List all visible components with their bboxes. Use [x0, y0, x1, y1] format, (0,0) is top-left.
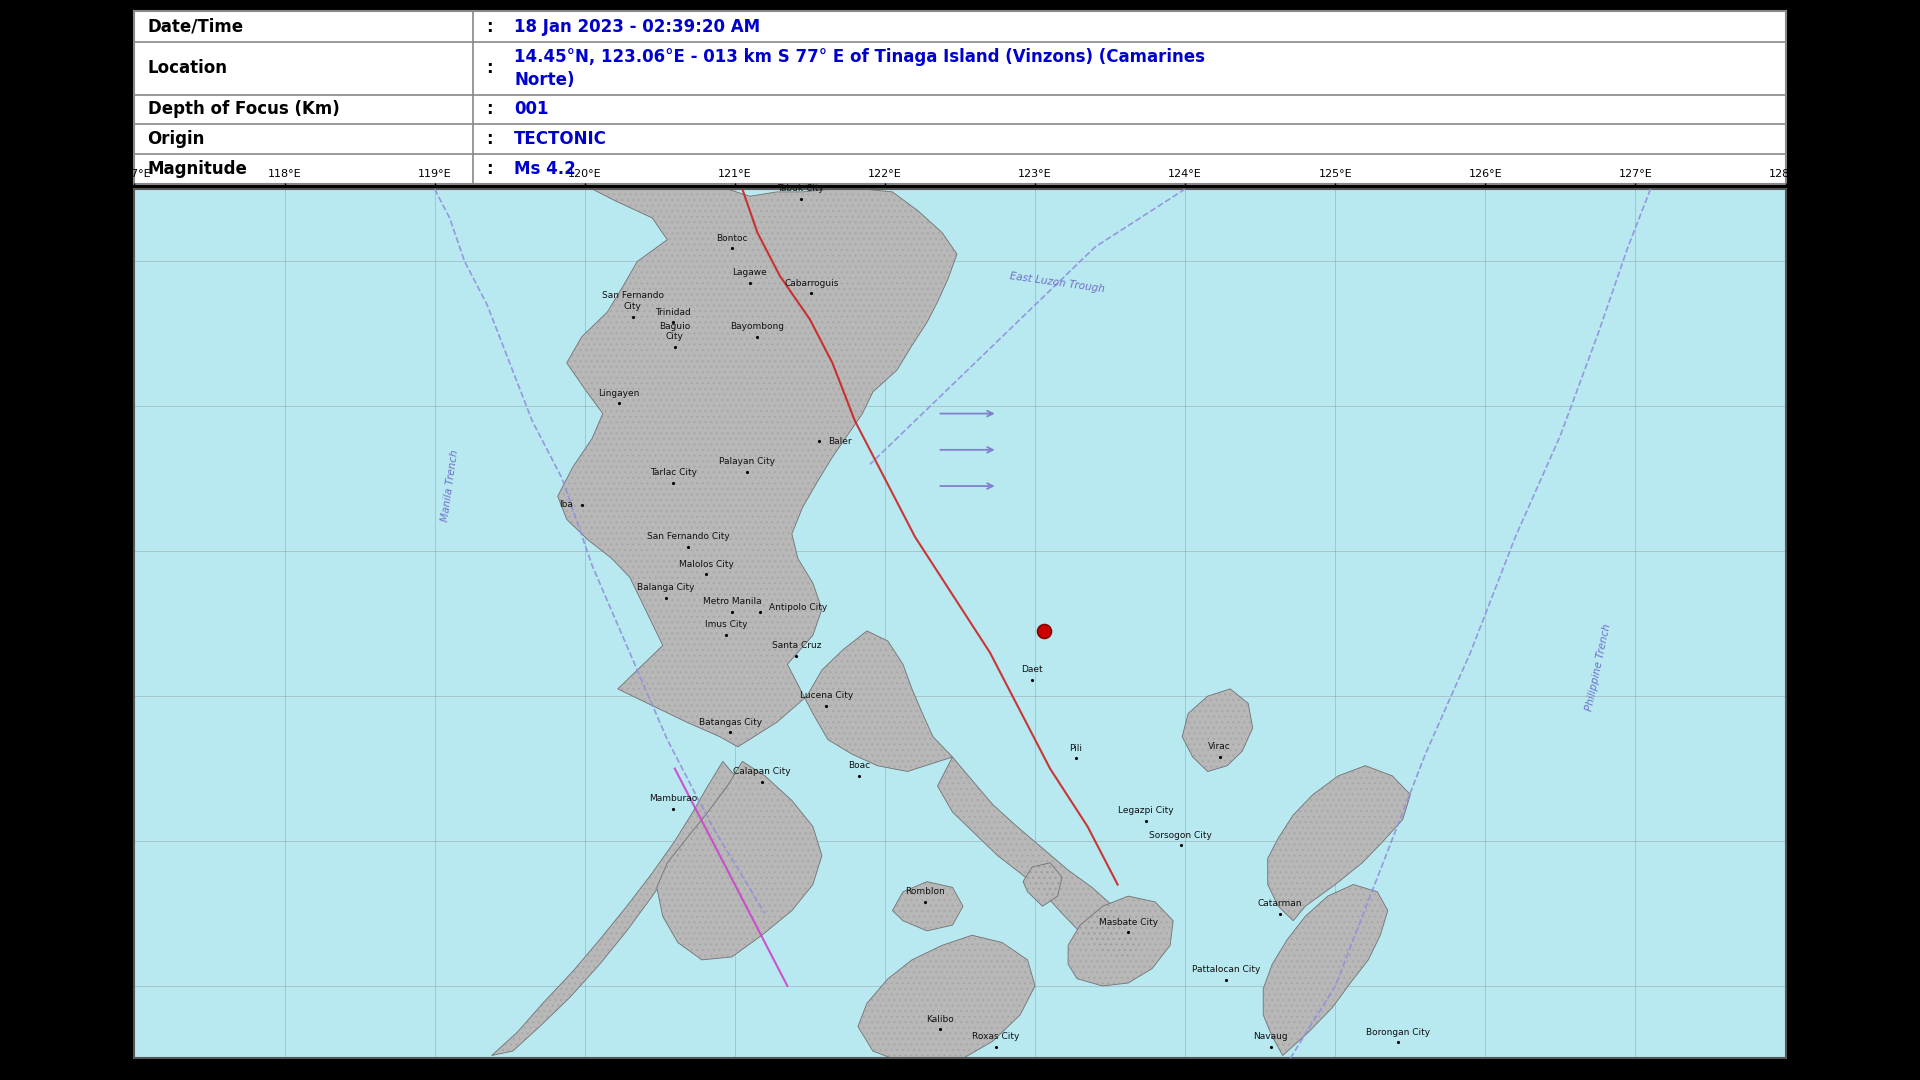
- Text: Kalibo: Kalibo: [927, 1014, 954, 1024]
- Text: Imus City: Imus City: [705, 621, 747, 630]
- Text: 14.45°N, 123.06°E - 013 km S 77° E of Tinaga Island (Vinzons) (Camarines: 14.45°N, 123.06°E - 013 km S 77° E of Ti…: [515, 48, 1206, 66]
- Text: :: :: [486, 100, 493, 119]
- Text: Tarlac City: Tarlac City: [649, 469, 697, 477]
- Text: Navaug: Navaug: [1254, 1032, 1288, 1041]
- Text: Baler: Baler: [828, 436, 852, 446]
- Text: :: :: [486, 130, 493, 148]
- Text: East Luzon Trough: East Luzon Trough: [1010, 271, 1106, 295]
- Text: Date/Time: Date/Time: [148, 17, 244, 36]
- Text: Tabuk City: Tabuk City: [778, 185, 824, 193]
- Text: Roxas City: Roxas City: [972, 1032, 1020, 1041]
- Polygon shape: [1183, 689, 1252, 771]
- Polygon shape: [657, 761, 822, 960]
- Text: San Fernando
City: San Fernando City: [601, 292, 664, 311]
- Text: TECTONIC: TECTONIC: [515, 130, 607, 148]
- Text: Magnitude: Magnitude: [148, 160, 248, 178]
- Text: :: :: [486, 160, 493, 178]
- Polygon shape: [858, 935, 1035, 1066]
- Polygon shape: [937, 757, 1140, 960]
- Text: Origin: Origin: [148, 130, 205, 148]
- Text: Philippine Trench: Philippine Trench: [1584, 622, 1613, 712]
- Polygon shape: [893, 881, 964, 931]
- Text: Virac: Virac: [1208, 742, 1231, 752]
- Polygon shape: [1068, 896, 1173, 986]
- Text: Catarman: Catarman: [1258, 899, 1302, 907]
- Text: Baguio
City: Baguio City: [659, 322, 691, 341]
- Text: 001: 001: [515, 100, 549, 119]
- Text: Romblon: Romblon: [906, 887, 945, 896]
- Text: Cabarroguis: Cabarroguis: [783, 279, 839, 287]
- Polygon shape: [1023, 863, 1062, 906]
- Text: Palayan City: Palayan City: [718, 457, 776, 465]
- Text: San Fernando City: San Fernando City: [647, 532, 730, 541]
- Text: Batangas City: Batangas City: [699, 717, 762, 727]
- Text: Santa Cruz: Santa Cruz: [772, 640, 822, 650]
- Text: 18 Jan 2023 - 02:39:20 AM: 18 Jan 2023 - 02:39:20 AM: [515, 17, 760, 36]
- Text: Balanga City: Balanga City: [637, 583, 695, 592]
- Text: Antipolo City: Antipolo City: [770, 603, 828, 612]
- Text: Depth of Focus (Km): Depth of Focus (Km): [148, 100, 340, 119]
- Text: Borongan City: Borongan City: [1367, 1028, 1430, 1037]
- Text: Bayombong: Bayombong: [730, 322, 785, 330]
- Text: Norte): Norte): [515, 71, 574, 89]
- Text: :: :: [486, 17, 493, 36]
- Text: Location: Location: [148, 59, 228, 78]
- Text: Lingayen: Lingayen: [599, 389, 639, 397]
- Text: Calapan City: Calapan City: [733, 767, 791, 775]
- Text: Trinidad: Trinidad: [655, 308, 691, 316]
- Polygon shape: [492, 761, 735, 1055]
- Text: Sorsogon City: Sorsogon City: [1150, 831, 1212, 839]
- Text: Lucena City: Lucena City: [801, 691, 852, 701]
- Text: Pili: Pili: [1069, 744, 1083, 753]
- Text: Iba: Iba: [559, 500, 572, 510]
- Text: Masbate City: Masbate City: [1098, 918, 1158, 927]
- Text: :: :: [486, 59, 493, 78]
- Text: Malolos City: Malolos City: [680, 559, 733, 569]
- Text: Manila Trench: Manila Trench: [440, 449, 459, 523]
- Text: Pattalocan City: Pattalocan City: [1192, 966, 1260, 974]
- Text: Legazpi City: Legazpi City: [1117, 806, 1173, 815]
- Text: Lagawe: Lagawe: [732, 269, 768, 278]
- Text: Bontoc: Bontoc: [716, 233, 747, 243]
- Point: [1029, 622, 1060, 639]
- Text: Daet: Daet: [1021, 665, 1043, 674]
- Text: Mamburao: Mamburao: [649, 795, 697, 804]
- Polygon shape: [1267, 766, 1411, 921]
- Text: Boac: Boac: [849, 761, 870, 770]
- Text: Metro Manila: Metro Manila: [703, 597, 760, 606]
- Polygon shape: [557, 189, 956, 771]
- Polygon shape: [1263, 885, 1388, 1055]
- Text: Ms 4.2: Ms 4.2: [515, 160, 576, 178]
